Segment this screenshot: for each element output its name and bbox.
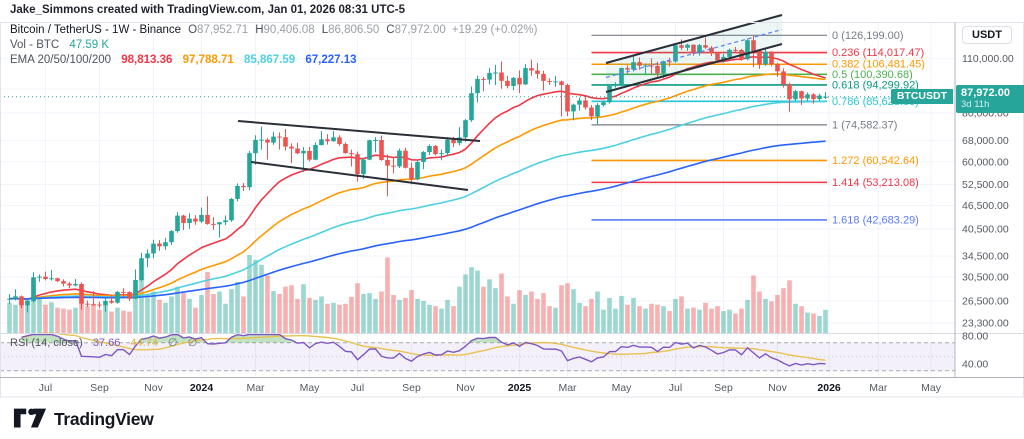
time-tick-label: Mar	[869, 382, 888, 394]
grid-lines	[0, 23, 955, 378]
volume-bars	[7, 255, 828, 333]
fib-level-label: 0.382 (106,481.45)	[832, 59, 925, 71]
ema-label: EMA 20/50/100/200	[10, 54, 112, 66]
rsi-label: RSI (14, close)	[10, 337, 83, 349]
tradingview-logo-text: TradingView	[54, 408, 154, 429]
rsi-tick-label: 40.00	[962, 358, 988, 370]
ohlc-low-value: 86,806.50	[328, 24, 380, 36]
ema-lines	[9, 55, 826, 301]
attribution-text: Jake_Simmons created with TradingView.co…	[10, 4, 406, 16]
empty-set-icon: ∅	[187, 337, 198, 349]
time-tick-label: Sep	[90, 382, 109, 394]
price-badge: 87,972.00 3d 11h	[956, 84, 1024, 113]
fib-level-label: 1.272 (60,542.64)	[832, 155, 919, 167]
fib-level-label: 0 (126,199.00)	[832, 30, 904, 42]
ohlc-high-value: 90,406.08	[263, 24, 315, 36]
time-tick-label: 2024	[190, 382, 214, 394]
fib-level-label: 1.414 (53,213.08)	[832, 177, 919, 189]
price-tick-label: 60,000.00	[962, 156, 1009, 168]
fib-level-label: 0.618 (94,299.92)	[832, 79, 919, 91]
fib-level-label: 1 (74,582.37)	[832, 119, 897, 131]
ema-legend-row: EMA 20/50/100/200 98,813.36 97,788.71 85…	[10, 54, 357, 66]
ema-50-line	[9, 73, 826, 300]
ohlc-open-value: 87,952.71	[197, 24, 249, 36]
price-tick-label: 40,500.00	[962, 223, 1009, 235]
currency-button[interactable]: USDT	[962, 26, 1012, 44]
time-tick-label: May	[612, 382, 633, 394]
symbol-title: Bitcoin / TetherUS - 1W - Binance	[10, 24, 182, 36]
ema-value-100: 85,867.59	[243, 54, 296, 66]
time-tick-label: Jul	[351, 382, 364, 394]
trend-channel-drawings	[237, 14, 783, 191]
time-tick-label: Sep	[714, 382, 733, 394]
price-tick-label: 26,500.00	[962, 296, 1009, 308]
rsi-value: 37.66	[92, 337, 121, 349]
tradingview-logo-icon	[13, 408, 47, 428]
price-tick-label: 34,500.00	[962, 251, 1009, 263]
ohlc-close-label: C	[386, 24, 395, 36]
time-tick-label: Mar	[558, 382, 577, 394]
ema-value-200: 67,227.13	[305, 54, 357, 66]
volume-legend-row: Vol - BTC 47.59 K	[10, 39, 109, 51]
candles-layer	[7, 35, 828, 313]
symbol-price-tag: BTCUSDT	[890, 89, 953, 105]
time-tick-label: Jul	[39, 382, 52, 394]
ema-100-line	[9, 100, 826, 300]
rsi-legend-row: RSI (14, close) 37.66 44.74 ∅ ∅	[10, 336, 197, 349]
time-tick-label: Mar	[246, 382, 265, 394]
time-tick-label: Nov	[456, 382, 475, 394]
price-tick-label: 23,300.00	[962, 318, 1009, 330]
price-tick-label: 68,000.00	[962, 135, 1009, 147]
fib-level-label: 0.5 (100,390.68)	[832, 69, 913, 81]
time-axis[interactable]: Jul Sep Nov 2024 Mar May Jul Sep Nov 2025 Mar May Ju…	[39, 382, 942, 394]
empty-set-icon: ∅	[168, 337, 178, 349]
volume-value: 47.59 K	[69, 39, 110, 51]
ema-200-line	[9, 140, 826, 300]
time-tick-label: Sep	[402, 382, 421, 394]
ohlc-open-label: O	[188, 24, 198, 36]
ema-value-50: 97,788.71	[182, 54, 234, 66]
time-tick-label: Jul	[669, 382, 682, 394]
volume-label: Vol - BTC	[10, 39, 60, 51]
symbol-legend-row: Bitcoin / TetherUS - 1W - Binance O87,952…	[10, 24, 537, 36]
fib-level-label: 1.618 (42,683.29)	[832, 214, 919, 226]
price-tick-label: 52,500.00	[962, 179, 1009, 191]
ohlc-close-value: 87,972.00	[394, 24, 446, 36]
rsi-tick-label: 80.00	[962, 330, 988, 342]
change-value: +19.29 (+0.02%)	[451, 24, 538, 36]
time-tick-label: Nov	[768, 382, 787, 394]
tradingview-logo[interactable]: TradingView	[13, 406, 154, 432]
ohlc-low-label: L	[321, 24, 329, 36]
price-tick-label: 110,000.00	[962, 53, 1014, 65]
rsi-ma-value: 44.74	[130, 337, 158, 349]
price-badge-price: 87,972.00	[961, 86, 1010, 99]
time-tick-label: Nov	[144, 382, 163, 394]
rsi-pane	[0, 332, 955, 372]
price-badge-countdown: 3d 11h	[961, 98, 990, 110]
ema-20-line	[9, 55, 826, 301]
fib-level-label: 0.236 (114,017.47)	[832, 47, 924, 59]
time-tick-label: May	[921, 382, 942, 394]
ema-value-20: 98,813.36	[121, 54, 173, 66]
time-tick-label: May	[300, 382, 321, 394]
ohlc-high-label: H	[255, 24, 264, 36]
price-tick-label: 30,500.00	[962, 272, 1009, 284]
rsi-line	[21, 333, 826, 367]
time-tick-label: 2026	[817, 382, 841, 394]
time-tick-label: 2025	[508, 382, 532, 394]
price-tick-label: 46,500.00	[962, 200, 1009, 212]
